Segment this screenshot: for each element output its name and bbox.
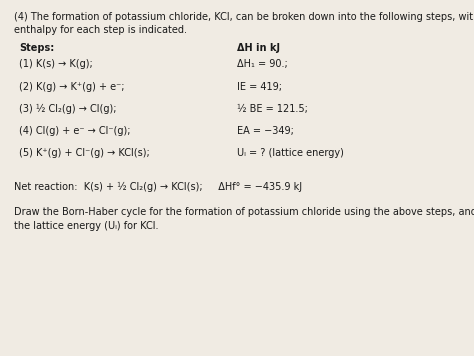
- Text: (3) ½ Cl₂(g) → Cl(g);: (3) ½ Cl₂(g) → Cl(g);: [19, 104, 117, 114]
- Text: enthalpy for each step is indicated.: enthalpy for each step is indicated.: [14, 25, 187, 35]
- Text: (5) K⁺(g) + Cl⁻(g) → KCl(s);: (5) K⁺(g) + Cl⁻(g) → KCl(s);: [19, 148, 150, 158]
- Text: (2) K(g) → K⁺(g) + e⁻;: (2) K(g) → K⁺(g) + e⁻;: [19, 82, 125, 91]
- Text: Net reaction:  K(s) + ½ Cl₂(g) → KCl(s);     ΔHf° = −435.9 kJ: Net reaction: K(s) + ½ Cl₂(g) → KCl(s); …: [14, 182, 302, 192]
- Text: the lattice energy (Uₗ) for KCl.: the lattice energy (Uₗ) for KCl.: [14, 221, 159, 231]
- Text: Uₗ = ? (lattice energy): Uₗ = ? (lattice energy): [237, 148, 344, 158]
- Text: (1) K(s) → K(g);: (1) K(s) → K(g);: [19, 59, 93, 69]
- Text: ΔH in kJ: ΔH in kJ: [237, 43, 280, 53]
- Text: Steps:: Steps:: [19, 43, 54, 53]
- Text: EA = −349;: EA = −349;: [237, 126, 294, 136]
- Text: Draw the Born-Haber cycle for the formation of potassium chloride using the abov: Draw the Born-Haber cycle for the format…: [14, 207, 474, 217]
- Text: (4) The formation of potassium chloride, KCl, can be broken down into the follow: (4) The formation of potassium chloride,…: [14, 12, 474, 22]
- Text: ΔH₁ = 90.;: ΔH₁ = 90.;: [237, 59, 288, 69]
- Text: IE = 419;: IE = 419;: [237, 82, 282, 91]
- Text: ½ BE = 121.5;: ½ BE = 121.5;: [237, 104, 308, 114]
- Text: (4) Cl(g) + e⁻ → Cl⁻(g);: (4) Cl(g) + e⁻ → Cl⁻(g);: [19, 126, 130, 136]
